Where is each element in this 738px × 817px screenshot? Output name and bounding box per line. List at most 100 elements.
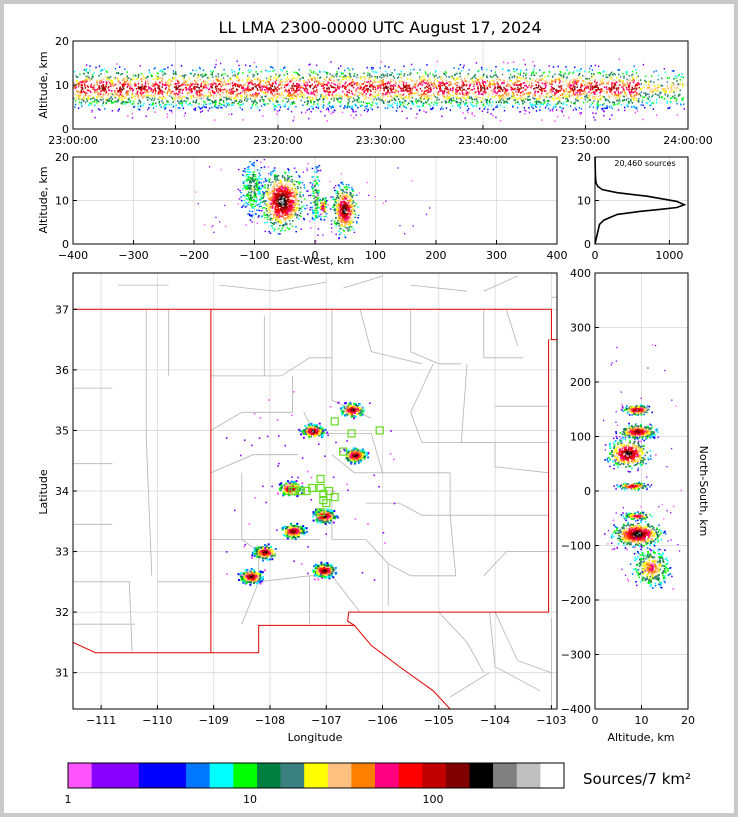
source-point <box>210 94 213 97</box>
source-point <box>649 104 651 107</box>
source-point <box>290 97 292 100</box>
source-point <box>235 95 238 97</box>
source-point <box>635 83 638 85</box>
source-point <box>261 89 263 91</box>
source-point <box>184 79 187 82</box>
source-point <box>331 86 334 88</box>
source-point <box>150 94 152 97</box>
source-point <box>272 103 274 105</box>
source-point <box>191 90 193 92</box>
source-point <box>416 80 418 82</box>
source-point <box>430 87 432 89</box>
source-point <box>437 80 440 83</box>
source-point <box>616 95 619 98</box>
source-point <box>269 79 272 81</box>
source-point <box>286 200 289 202</box>
source-point <box>222 84 224 86</box>
source-point <box>279 188 282 191</box>
source-point <box>426 64 428 66</box>
source-point <box>438 82 440 84</box>
source-point <box>107 97 109 100</box>
source-point <box>272 170 274 173</box>
source-point <box>117 110 119 112</box>
source-point <box>234 73 236 76</box>
source-point <box>267 70 269 73</box>
source-point <box>510 88 513 91</box>
source-point <box>617 90 619 93</box>
source-point <box>524 63 526 66</box>
source-point <box>518 76 520 79</box>
source-point <box>348 79 350 81</box>
source-point <box>251 221 253 223</box>
source-point <box>608 80 610 83</box>
source-point <box>78 82 80 84</box>
source-point <box>549 91 551 93</box>
source-point <box>593 92 595 95</box>
source-point <box>406 89 409 92</box>
source-point <box>446 91 448 94</box>
source-point <box>452 94 454 97</box>
source-point <box>159 90 162 93</box>
source-point <box>171 111 173 114</box>
source-point <box>479 97 481 99</box>
source-point <box>532 72 534 74</box>
source-point <box>474 91 476 94</box>
source-point <box>102 101 104 103</box>
source-point <box>507 83 509 85</box>
source-point <box>376 77 378 79</box>
source-point <box>528 99 530 101</box>
source-point <box>358 97 360 99</box>
source-point <box>337 98 339 101</box>
source-point <box>512 95 514 98</box>
source-point <box>633 99 635 102</box>
source-point <box>114 77 117 79</box>
source-point <box>320 95 322 98</box>
source-point <box>227 75 229 77</box>
source-point <box>89 78 92 80</box>
source-point <box>162 74 164 76</box>
source-point <box>315 86 317 89</box>
source-point <box>410 88 412 91</box>
source-point <box>250 95 252 97</box>
source-point <box>634 87 636 90</box>
source-point <box>81 80 84 82</box>
source-point <box>242 89 244 91</box>
source-point <box>368 102 370 105</box>
source-point <box>515 84 518 86</box>
source-point <box>673 90 675 93</box>
source-point <box>255 92 257 94</box>
source-point <box>507 70 509 72</box>
source-point <box>649 100 651 102</box>
source-point <box>280 215 283 218</box>
source-point <box>403 73 406 75</box>
source-point <box>182 83 184 86</box>
source-point <box>295 91 297 93</box>
source-point <box>286 95 288 97</box>
source-point <box>659 91 661 94</box>
source-point <box>557 102 559 105</box>
source-point <box>144 95 146 97</box>
source-point <box>77 92 79 94</box>
source-point <box>180 99 183 102</box>
source-point <box>433 76 436 78</box>
source-point <box>499 79 502 82</box>
source-point <box>577 81 579 83</box>
source-point <box>600 89 603 92</box>
source-point <box>137 95 139 97</box>
source-point <box>89 102 91 104</box>
source-point <box>442 81 444 84</box>
source-point <box>119 66 121 68</box>
source-point <box>600 97 602 99</box>
source-point <box>458 68 460 70</box>
source-point <box>560 71 562 74</box>
source-point <box>613 82 615 84</box>
source-point <box>371 95 373 97</box>
source-point <box>673 70 675 72</box>
source-point <box>410 88 412 90</box>
source-point <box>538 98 540 100</box>
source-point <box>435 74 437 77</box>
source-point <box>240 84 242 87</box>
source-point <box>545 96 548 98</box>
source-point <box>576 80 579 82</box>
source-point <box>77 85 80 88</box>
